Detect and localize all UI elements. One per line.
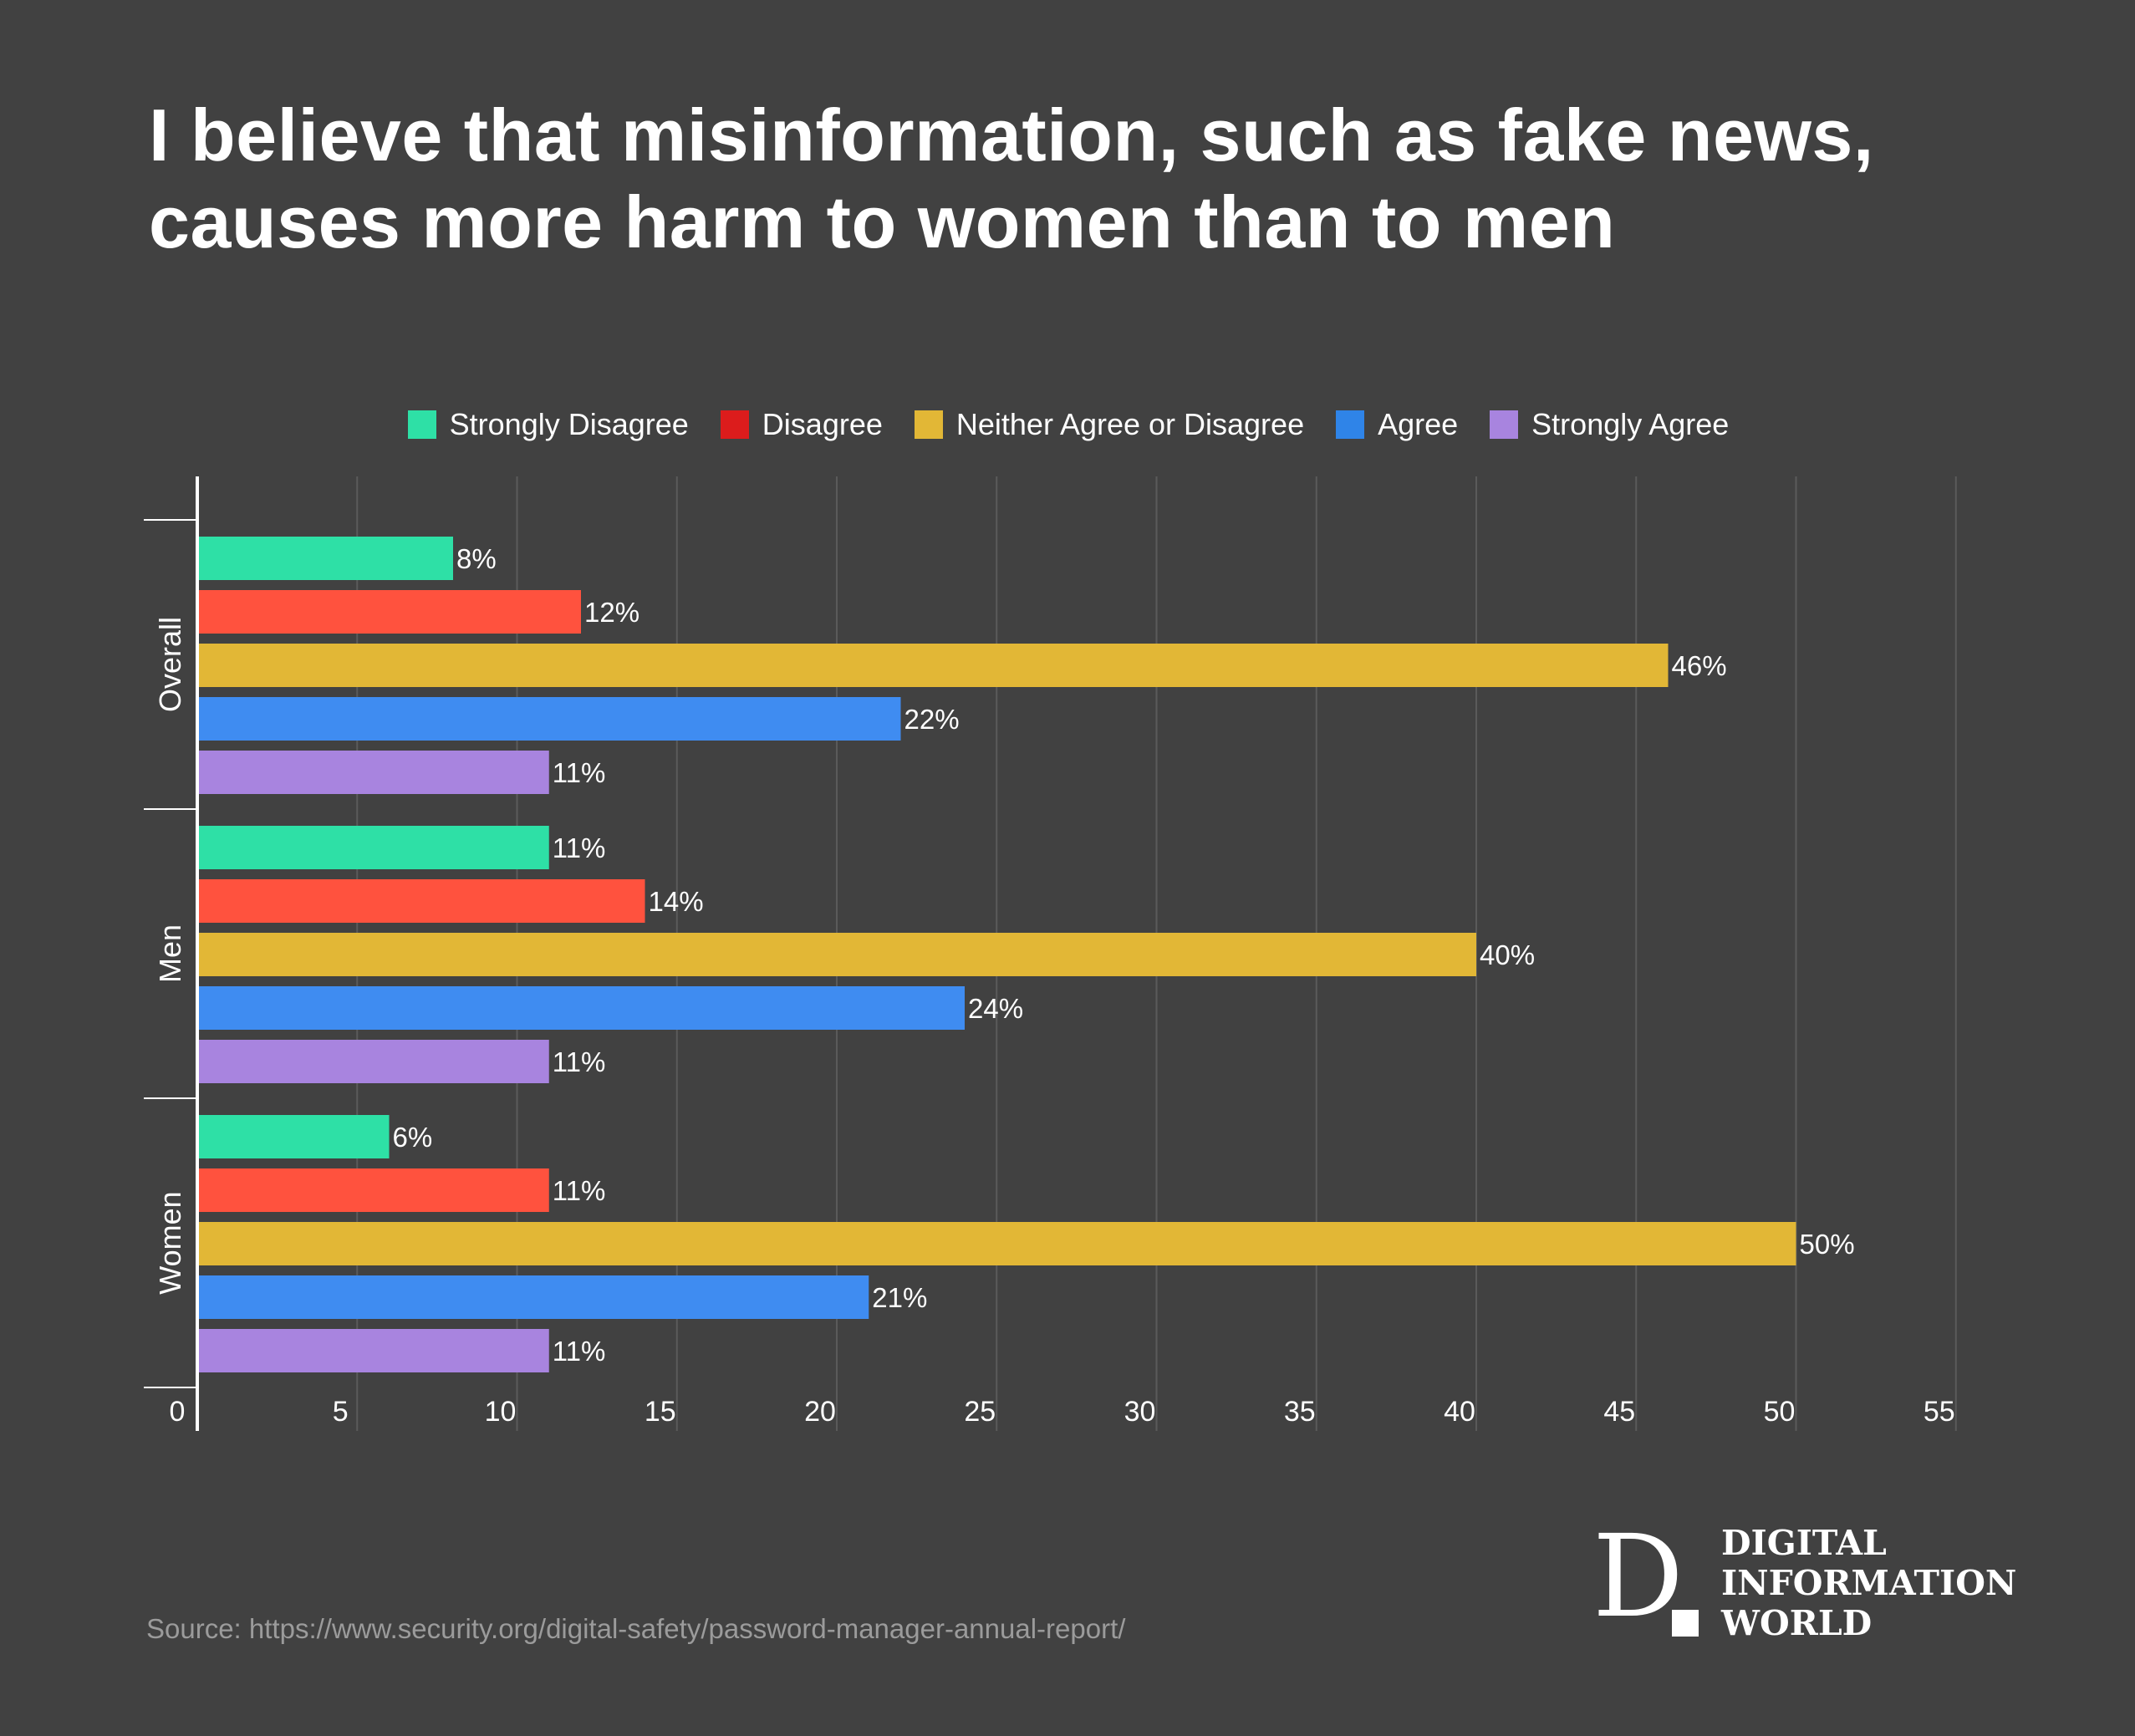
bar-overall-disagree bbox=[197, 590, 581, 634]
bar-men-neither-agree-or-disagree bbox=[197, 933, 1476, 976]
chart-title-line-1: I believe that misinformation, such as f… bbox=[149, 94, 1874, 176]
legend-label-neither: Neither Agree or Disagree bbox=[955, 407, 1305, 441]
bar-women-neither-agree-or-disagree bbox=[197, 1222, 1796, 1265]
data-label-overall-neither-agree-or-disagree: 46% bbox=[1672, 650, 1727, 681]
legend-item-neither: Neither Agree or Disagree bbox=[914, 407, 1305, 442]
legend-label-disagree: Disagree bbox=[762, 407, 883, 441]
bar-overall-agree bbox=[197, 697, 901, 741]
category-label-women: Women bbox=[153, 1191, 187, 1294]
x-tick-label-35: 35 bbox=[1284, 1396, 1316, 1428]
bar-overall-strongly-disagree bbox=[197, 537, 453, 580]
x-tick-label-45: 45 bbox=[1603, 1396, 1635, 1428]
bar-women-disagree bbox=[197, 1168, 549, 1212]
category-label-overall: Overall bbox=[153, 617, 187, 712]
legend-item-disagree: Disagree bbox=[720, 407, 883, 442]
data-label-men-neither-agree-or-disagree: 40% bbox=[1480, 939, 1535, 970]
digital-information-world-logo: D DIGITAL INFORMATION WORLD bbox=[1592, 1515, 2016, 1653]
data-label-overall-disagree: 12% bbox=[584, 597, 639, 628]
logo-mark: D bbox=[1592, 1511, 1684, 1643]
data-label-women-neither-agree-or-disagree: 50% bbox=[1800, 1229, 1855, 1260]
x-tick-label-50: 50 bbox=[1764, 1396, 1796, 1428]
bar-women-strongly-agree bbox=[197, 1329, 549, 1372]
chart-title-line-2: causes more harm to women than to men bbox=[149, 181, 1616, 263]
x-tick-label-55: 55 bbox=[1924, 1396, 1955, 1428]
logo-line-3: WORLD bbox=[1721, 1603, 1873, 1643]
x-tick-label-5: 5 bbox=[333, 1396, 349, 1428]
x-tick-label-20: 20 bbox=[804, 1396, 836, 1428]
bar-men-disagree bbox=[197, 879, 645, 923]
data-label-women-strongly-agree: 11% bbox=[553, 1336, 606, 1367]
data-label-men-agree: 24% bbox=[968, 993, 1023, 1024]
legend-swatch-strongly-disagree bbox=[407, 410, 436, 439]
data-label-women-agree: 21% bbox=[872, 1282, 927, 1313]
data-label-women-strongly-disagree: 6% bbox=[393, 1122, 433, 1153]
legend-item-agree: Agree bbox=[1336, 407, 1458, 442]
legend-label-strongly-agree: Strongly Agree bbox=[1531, 407, 1730, 441]
category-label-men: Men bbox=[153, 924, 187, 983]
data-label-men-strongly-agree: 11% bbox=[553, 1046, 606, 1077]
data-label-overall-strongly-disagree: 8% bbox=[456, 543, 497, 574]
x-tick-label-15: 15 bbox=[645, 1396, 676, 1428]
bar-overall-neither-agree-or-disagree bbox=[197, 644, 1669, 687]
bar-men-strongly-agree bbox=[197, 1040, 549, 1083]
chart-title: I believe that misinformation, such as f… bbox=[149, 92, 2071, 266]
bar-women-strongly-disagree bbox=[197, 1115, 390, 1158]
x-tick-label-10: 10 bbox=[485, 1396, 517, 1428]
logo-line-1: DIGITAL bbox=[1721, 1523, 1887, 1563]
x-tick-label-0: 0 bbox=[170, 1396, 186, 1428]
data-label-overall-strongly-agree: 11% bbox=[553, 757, 606, 788]
logo-square-icon bbox=[1672, 1610, 1699, 1637]
chart-legend: Strongly Disagree Disagree Neither Agree… bbox=[0, 400, 2135, 450]
data-label-men-disagree: 14% bbox=[649, 886, 704, 917]
data-label-men-strongly-disagree: 11% bbox=[553, 832, 606, 863]
x-tick-label-40: 40 bbox=[1444, 1396, 1475, 1428]
legend-swatch-disagree bbox=[720, 410, 749, 439]
x-tick-label-25: 25 bbox=[964, 1396, 996, 1428]
data-label-women-disagree: 11% bbox=[553, 1175, 606, 1206]
legend-label-agree: Agree bbox=[1378, 407, 1459, 441]
legend-item-strongly-disagree: Strongly Disagree bbox=[407, 407, 689, 442]
data-label-overall-agree: 22% bbox=[904, 704, 960, 735]
logo-line-2: INFORMATION bbox=[1721, 1563, 2017, 1603]
source-note: Source: https://www.security.org/digital… bbox=[146, 1613, 1126, 1644]
bar-men-agree bbox=[197, 986, 965, 1030]
legend-swatch-agree bbox=[1336, 410, 1365, 439]
logo-wordmark: DIGITAL INFORMATION WORLD bbox=[1721, 1523, 2016, 1643]
legend-item-strongly-agree: Strongly Agree bbox=[1490, 407, 1729, 442]
legend-swatch-neither bbox=[914, 410, 943, 439]
legend-swatch-strongly-agree bbox=[1490, 410, 1519, 439]
bar-overall-strongly-agree bbox=[197, 751, 549, 794]
bar-men-strongly-disagree bbox=[197, 826, 549, 869]
legend-label-strongly-disagree: Strongly Disagree bbox=[449, 407, 689, 441]
x-tick-label-30: 30 bbox=[1124, 1396, 1156, 1428]
bar-women-agree bbox=[197, 1275, 869, 1319]
